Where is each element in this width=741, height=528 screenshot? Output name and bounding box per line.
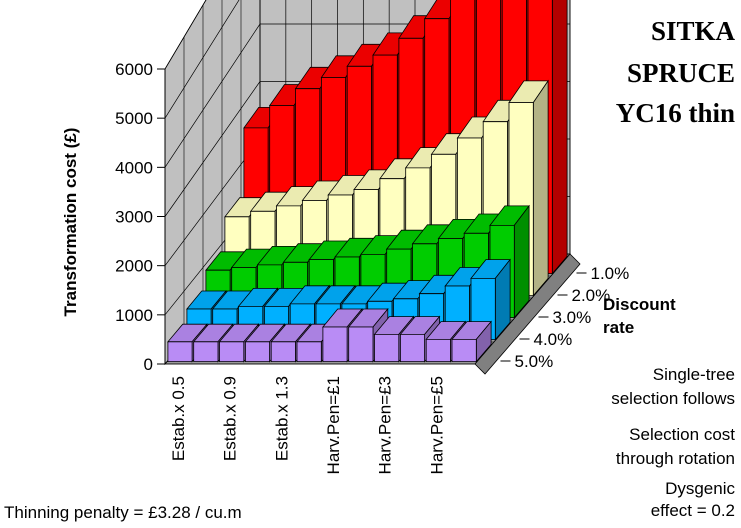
chart-title-line-3: YC16 thin — [615, 98, 735, 128]
chart-title-line-1: SITKA — [650, 16, 735, 46]
bar-front — [322, 326, 348, 363]
depth-tick-label: 1.0% — [591, 264, 630, 283]
depth-tick-label: 4.0% — [534, 330, 573, 349]
note-thinning-penalty: Thinning penalty = £3.28 / cu.m — [4, 503, 242, 522]
note-dysgenic-1: Dysgenic — [665, 479, 735, 498]
x-tick-label: Estab.x 1.3 — [272, 376, 291, 461]
bar-front — [244, 341, 271, 363]
note-single-tree-1: Single-tree — [652, 365, 735, 384]
chart-title-line-2: SPRUCE — [626, 58, 735, 88]
chart-bars — [167, 0, 568, 363]
bar-front — [374, 333, 400, 363]
gridline-h — [164, 0, 207, 70]
depth-axis-title-line-1: Discount — [603, 295, 676, 314]
bar — [451, 320, 492, 363]
x-tick-label: Estab.x 0.9 — [221, 376, 240, 461]
bar-side — [513, 204, 530, 319]
floor-edge — [474, 253, 581, 375]
depth-tick-label: 3.0% — [553, 308, 592, 327]
bar-front — [270, 341, 296, 363]
bar-front — [451, 338, 477, 363]
bar-front — [348, 326, 374, 363]
bar-front — [296, 341, 322, 363]
y-axis-title: Transformation cost (£) — [61, 128, 80, 317]
depth-axis-title-line-2: rate — [603, 318, 635, 337]
bar-front — [399, 333, 426, 363]
depth-tick-label: 5.0% — [515, 352, 554, 371]
note-single-tree-2: selection follows — [611, 389, 735, 408]
y-tick-label: 5000 — [115, 109, 153, 128]
bar-side — [532, 79, 549, 297]
x-tick-label: Harv.Pen=£3 — [376, 376, 395, 474]
x-tick-label: Harv.Pen=£1 — [324, 376, 343, 474]
bar-front — [193, 341, 219, 363]
bar-front — [425, 338, 451, 363]
x-tick-label: Harv.Pen=£5 — [427, 376, 446, 474]
bar-front — [167, 341, 193, 363]
bar — [470, 258, 511, 341]
y-tick-label: 0 — [144, 355, 153, 374]
y-tick-label: 2000 — [115, 257, 153, 276]
y-tick-label: 6000 — [115, 60, 153, 79]
y-tick-label: 4000 — [115, 158, 153, 177]
note-selection-cost-1: Selection cost — [629, 425, 735, 444]
note-dysgenic-2: effect = 0.2 — [650, 501, 735, 520]
x-tick-label: Estab.x 0.5 — [169, 376, 188, 461]
depth-tick-label: 2.0% — [572, 286, 611, 305]
y-tick-label: 1000 — [115, 306, 153, 325]
y-tick-label: 3000 — [115, 208, 153, 227]
chart-axes: 0 1000 2000 3000 4000 5000 6000 Transformation … — [61, 60, 629, 474]
bar-side — [551, 0, 568, 275]
note-selection-cost-2: through rotation — [615, 449, 735, 468]
gridline-h — [164, 0, 240, 119]
bar-front — [219, 341, 245, 363]
